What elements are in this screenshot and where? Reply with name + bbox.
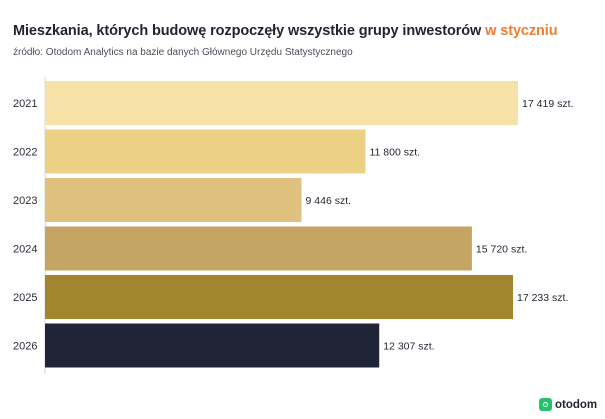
chart-source: źródło: Otodom Analytics na bazie danych… xyxy=(13,47,353,58)
otodom-logo: otodom xyxy=(539,398,597,411)
bar-2024 xyxy=(45,226,472,271)
value-label-2026: 12 307 szt. xyxy=(383,341,434,353)
category-label-2024: 2024 xyxy=(13,244,37,256)
chart-title-highlight: w styczniu xyxy=(485,23,558,39)
value-label-2022: 11 800 szt. xyxy=(369,147,420,159)
bar-2022 xyxy=(45,129,366,174)
category-label-2022: 2022 xyxy=(13,147,37,159)
otodom-logo-text: otodom xyxy=(555,398,598,411)
value-label-2024: 15 720 szt. xyxy=(476,244,527,256)
bar-2026 xyxy=(45,323,380,368)
bar-2023 xyxy=(45,178,302,222)
value-label-2021: 17 419 szt. xyxy=(522,98,573,110)
otodom-logo-icon xyxy=(539,398,552,411)
category-label-2025: 2025 xyxy=(13,292,37,304)
category-label-2021: 2021 xyxy=(13,98,37,110)
bar-2021 xyxy=(45,81,519,125)
bar-2025 xyxy=(45,275,513,319)
chart-title-main: Mieszkania, których budowę rozpoczęły ws… xyxy=(13,23,482,39)
value-label-2025: 17 233 szt. xyxy=(517,292,568,304)
category-label-2026: 2026 xyxy=(13,341,37,353)
category-label-2023: 2023 xyxy=(13,195,37,207)
value-label-2023: 9 446 szt. xyxy=(306,195,352,207)
chart-title: Mieszkania, których budowę rozpoczęły ws… xyxy=(13,23,558,39)
